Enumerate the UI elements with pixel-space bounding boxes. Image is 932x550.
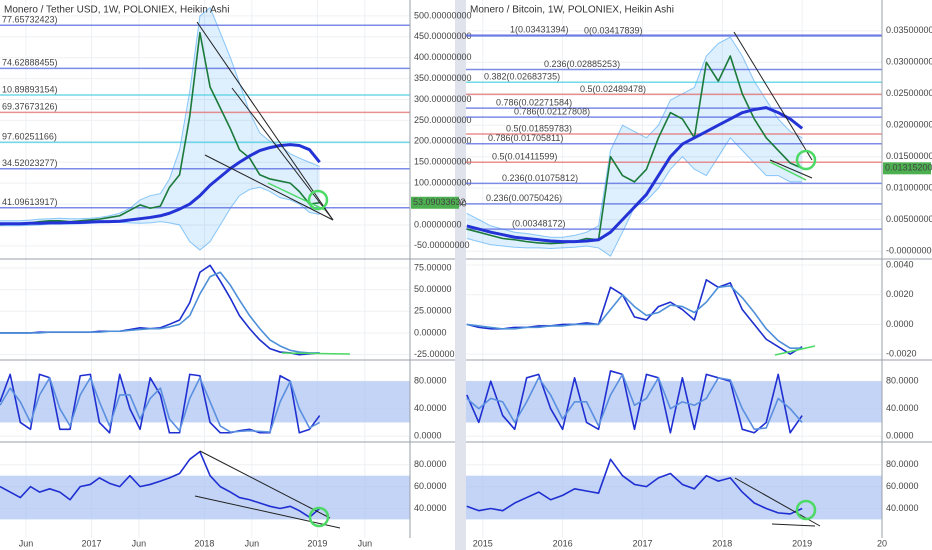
x-tick-label: Jun bbox=[358, 538, 373, 548]
y-tick-label: 350.00000000 bbox=[414, 73, 472, 83]
fib-label: 0.236(0.01075812) bbox=[502, 173, 578, 183]
fib-label: 74.62888455) bbox=[2, 58, 58, 68]
x-tick-label: 2017 bbox=[632, 538, 652, 548]
y-tick-label: 60.0000 bbox=[414, 481, 447, 491]
band bbox=[0, 475, 410, 520]
y-tick-label: 0.03000000 bbox=[886, 57, 932, 67]
fib-label: 0.382(0.02683735) bbox=[484, 72, 560, 82]
y-tick-label: 40.0000 bbox=[414, 503, 447, 513]
y-tick-label: 80.0000 bbox=[414, 376, 447, 386]
last-price-box bbox=[411, 196, 459, 209]
y-tick-label: 40.0000 bbox=[414, 403, 447, 413]
y-tick-label: 80.0000 bbox=[414, 459, 447, 469]
y-tick-label: 0.00000 bbox=[414, 327, 447, 337]
y-tick-label: 80.0000 bbox=[886, 459, 919, 469]
x-tick-label: Jun bbox=[132, 538, 147, 548]
fib-label: 0.5(0.02489478) bbox=[580, 84, 646, 94]
y-tick-label: 40.0000 bbox=[886, 403, 919, 413]
fib-label: 0.236(0.00750426) bbox=[486, 193, 562, 203]
chart-divider bbox=[455, 0, 466, 550]
fib-label: 34.52023277) bbox=[2, 158, 58, 168]
y-tick-label: 0.0000 bbox=[414, 431, 442, 441]
y-tick-label: 0.02500000 bbox=[886, 88, 932, 98]
y-tick-label: 0.0000 bbox=[886, 431, 914, 441]
series-line bbox=[0, 373, 321, 434]
fib-label: 0.786(0.02271584) bbox=[496, 98, 572, 108]
series-line bbox=[466, 284, 803, 349]
fib-label: 97.60251166) bbox=[2, 132, 57, 142]
x-tick-label: 2017 bbox=[81, 538, 101, 548]
series-line bbox=[0, 271, 320, 354]
x-tick-label: 2018 bbox=[194, 538, 214, 548]
y-tick-label: 0.0000 bbox=[886, 319, 914, 329]
y-tick-label: 400.00000000 bbox=[414, 52, 472, 62]
y-tick-label: 450.00000000 bbox=[414, 31, 472, 41]
y-tick-label: 300.00000000 bbox=[414, 94, 472, 104]
last-price-label: 53.09033632 bbox=[413, 197, 466, 207]
y-tick-label: 25.00000 bbox=[414, 306, 452, 316]
fib-label: 0.786(0.01705811) bbox=[488, 133, 563, 143]
y-tick-label: 50.00000 bbox=[414, 284, 452, 294]
y-tick-label: 500.00000000 bbox=[414, 10, 472, 20]
chart-title: Monero / Bitcoin, 1W, POLONIEX, Heikin A… bbox=[470, 5, 674, 16]
last-price-label: 0.01315200 bbox=[885, 163, 932, 173]
fib-label: 0.5(0.01411599) bbox=[492, 152, 557, 162]
y-tick-label: 150.00000000 bbox=[414, 157, 472, 167]
y-tick-label: 0.00000000 bbox=[414, 219, 462, 229]
x-tick-label: 2018 bbox=[712, 538, 732, 548]
x-tick-label: 2016 bbox=[553, 538, 573, 548]
last-price-box bbox=[883, 162, 931, 175]
x-tick-label: 20 bbox=[877, 538, 887, 548]
y-tick-label: 250.00000000 bbox=[414, 115, 472, 125]
x-tick-label: 2015 bbox=[473, 538, 493, 548]
band-fill bbox=[466, 37, 803, 257]
fib-label: 0(0.03417839) bbox=[584, 25, 643, 35]
x-tick-label: Jun bbox=[19, 538, 34, 548]
y-tick-label: 200.00000000 bbox=[414, 136, 472, 146]
y-tick-label: 80.0000 bbox=[886, 376, 919, 386]
series-line bbox=[466, 279, 803, 355]
fib-label: 0.786(0.02127808) bbox=[514, 107, 590, 117]
fib-label: 0.5(0.01859783) bbox=[506, 123, 572, 133]
series-line bbox=[0, 377, 321, 433]
fib-label: 41.09613917) bbox=[2, 197, 58, 207]
x-tick-label: Jun bbox=[245, 538, 260, 548]
fib-label: 0.236(0.02885253) bbox=[544, 59, 620, 69]
y-tick-label: 0.0040 bbox=[886, 259, 914, 269]
band-fill bbox=[0, 7, 320, 251]
series-line bbox=[466, 373, 803, 431]
x-tick-label: 2019 bbox=[792, 538, 812, 548]
y-tick-label: 0.01000000 bbox=[886, 183, 932, 193]
y-tick-label: -25.00000 bbox=[414, 349, 455, 359]
y-tick-label: 0.01500000 bbox=[886, 151, 932, 161]
fib-label: 1(0.03431394) bbox=[510, 25, 569, 35]
y-tick-label: 75.00000 bbox=[414, 262, 452, 272]
fib-label: 10.89893154) bbox=[2, 84, 58, 94]
y-tick-label: 0.03500000 bbox=[886, 25, 932, 35]
x-tick-label: 2019 bbox=[307, 538, 327, 548]
y-tick-label: -50.00000000 bbox=[414, 240, 470, 250]
fib-label: 77.65732423) bbox=[2, 15, 58, 25]
y-tick-label: -0.0020 bbox=[886, 348, 917, 358]
y-tick-label: 0.02000000 bbox=[886, 120, 932, 130]
y-tick-label: 60.0000 bbox=[886, 481, 919, 491]
y-tick-label: -0.00000000 bbox=[886, 245, 932, 255]
series-line bbox=[466, 370, 803, 434]
fib-label: (0.00348172) bbox=[512, 219, 566, 229]
y-tick-label: 100.00000000 bbox=[414, 178, 472, 188]
fib-label: 69.37673126) bbox=[2, 102, 58, 112]
chart-title: Monero / Tether USD, 1W, POLONIEX, Heiki… bbox=[4, 5, 229, 16]
y-tick-label: 0.00500000 bbox=[886, 214, 932, 224]
y-tick-label: 40.0000 bbox=[886, 503, 919, 513]
y-tick-label: 0.0020 bbox=[886, 289, 914, 299]
